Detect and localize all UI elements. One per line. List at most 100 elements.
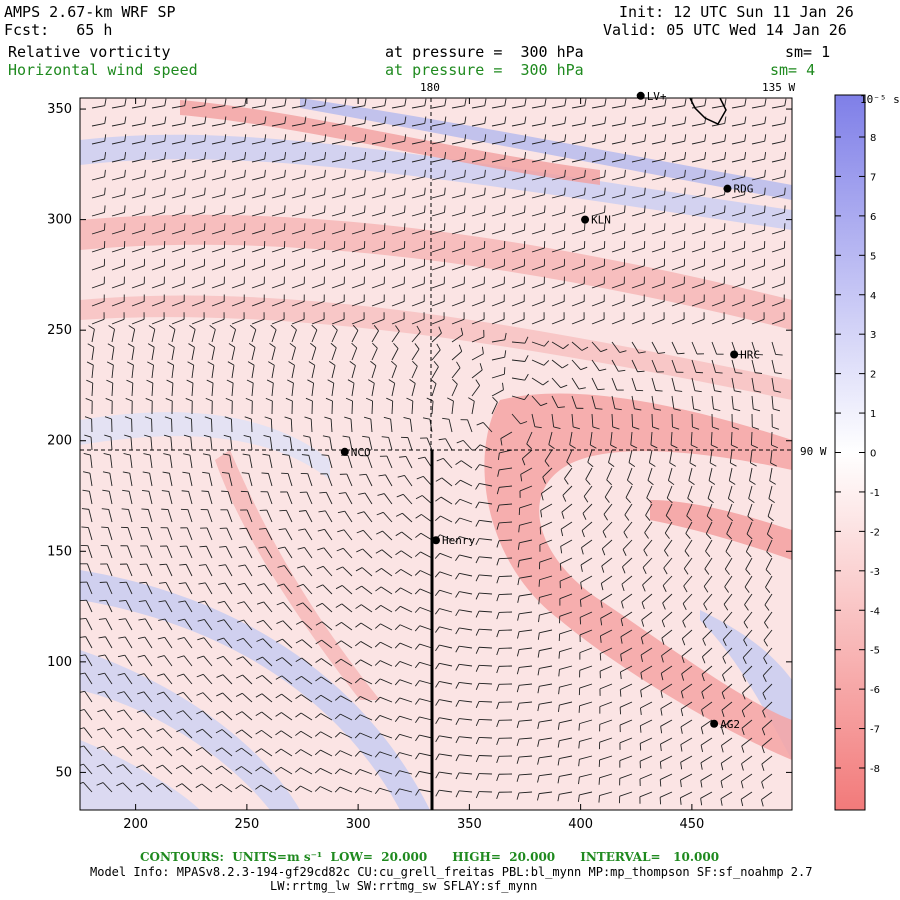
wind-barb [751,169,766,181]
wind-barb [162,471,173,487]
wind-barb [496,647,513,656]
wind-barb [158,582,173,595]
wind-barb [551,187,566,199]
wind-barb [117,672,133,685]
wind-barb [491,367,506,379]
wind-barb [438,438,453,451]
wind-barb [260,491,273,505]
wind-barb [322,435,333,451]
wind-barb [287,379,294,397]
wind-barb [171,98,187,109]
wind-barb [471,98,487,109]
wind-barb [411,312,425,325]
field2-name: Horizontal wind speed [8,61,198,79]
wind-barb [578,737,593,749]
wind-barb [275,712,293,721]
wind-barb [256,656,273,667]
wind-barb [351,187,366,199]
wind-barb [337,510,353,523]
wind-barb [455,627,473,635]
wind-barb [727,503,734,522]
field2-smoothing: sm= 4 [770,61,816,79]
wind-barb [600,611,613,626]
wind-barb [619,737,633,750]
wind-barb [91,152,107,163]
wind-barb [91,223,106,235]
wind-barb [766,539,773,558]
wind-barb [475,755,493,763]
colorbar-label: 4 [870,291,876,302]
wind-barb [255,784,273,793]
wind-barb [538,593,553,605]
wind-barb [701,665,713,682]
wind-barb [242,453,253,469]
wind-barb [100,545,113,559]
wind-barb [761,737,773,754]
wind-barb [414,588,433,595]
wind-barb [396,493,413,505]
wind-barb [336,547,353,559]
wind-barb [434,515,453,523]
wind-barb [476,422,493,433]
wind-barb [291,169,306,181]
wind-barb [278,528,293,541]
wind-barb [118,618,133,631]
wind-barb [411,169,426,181]
wind-barb [111,223,126,235]
wind-barb [540,503,553,518]
wind-barb [681,647,693,664]
wind-barb [434,608,453,615]
wind-barb [451,187,466,199]
wind-barb [183,453,193,469]
wind-barb [374,696,393,703]
wind-barb [111,152,127,163]
wind-barb [251,258,266,271]
wind-barb [171,169,186,181]
wind-barb [455,609,473,617]
wind-barb [258,546,273,559]
wind-barb [531,294,545,307]
wind-barb [189,325,196,343]
wind-barb [511,373,529,381]
wind-barb [131,116,147,127]
wind-barb [394,660,413,667]
wind-barb [571,413,581,430]
wind-barb [374,623,393,631]
wind-barb [559,593,573,606]
wind-barb [99,599,113,613]
wind-barb [591,258,606,271]
wind-barb [537,737,553,747]
wind-barb [136,727,153,739]
wind-barb [368,379,375,397]
wind-barb [591,395,603,410]
wind-barb [138,636,153,649]
wind-barb [475,538,493,546]
wind-barb [91,312,105,325]
wind-barb [619,773,633,786]
wind-barb [371,187,386,199]
wind-barb [579,629,593,642]
wind-barb [411,98,427,109]
wind-barb [620,611,633,627]
wind-barb [117,691,133,703]
wind-barb [747,503,754,522]
wind-barb [411,223,426,235]
wind-barb [371,134,387,145]
wind-barb [116,745,133,757]
wind-barb [100,563,113,577]
wind-barb [731,395,741,412]
wind-barb [660,737,673,752]
field1-smoothing: sm= 1 [785,43,831,61]
wind-barb [731,134,747,145]
wind-barb [537,755,553,765]
wind-barb [263,435,273,451]
wind-barb [259,527,273,541]
wind-barb [602,521,613,538]
wind-barb [671,187,686,199]
wind-barb [411,325,421,343]
wind-barb [104,434,113,451]
wind-barb [219,527,233,541]
wind-barb [451,327,464,343]
wind-barb [355,585,373,595]
wind-barb [496,539,513,548]
